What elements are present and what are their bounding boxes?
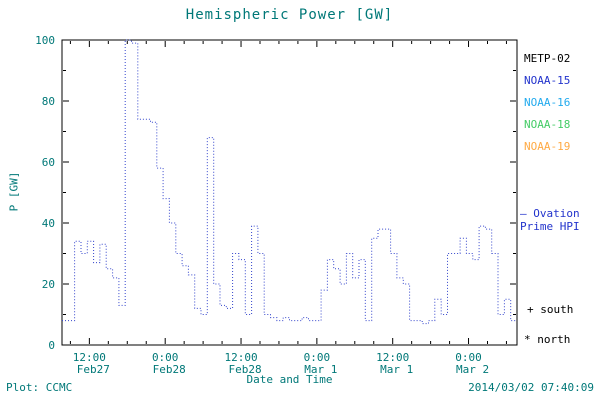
x-tick-time: 0:00: [304, 351, 331, 364]
x-tick-time: 12:00: [376, 351, 409, 364]
legend-satellites: METP-02 NOAA-15 NOAA-16 NOAA-18 NOAA-19: [524, 48, 570, 158]
hpi-step-line: [62, 39, 517, 325]
x-tick-date: Mar 2: [456, 363, 489, 376]
x-tick-date: Mar 1: [304, 363, 337, 376]
timestamp: 2014/03/02 07:40:09: [468, 381, 594, 394]
legend-item-noaa-16: NOAA-16: [524, 96, 571, 109]
y-tick-label: 20: [42, 278, 55, 291]
x-tick-time: 0:00: [455, 351, 482, 364]
legend-south-marker: + south: [527, 303, 574, 316]
plot-frame: [61, 39, 518, 346]
legend-item-noaa-15: NOAA-15: [524, 74, 571, 87]
y-tick-label: 80: [42, 95, 55, 108]
x-tick-date: Mar 1: [380, 363, 413, 376]
y-tick-label: 60: [42, 156, 55, 169]
x-tick-date: Feb27: [77, 363, 110, 376]
y-tick-label: 100: [35, 34, 55, 47]
legend-north-marker: * north: [524, 333, 571, 346]
legend-item-noaa-18: NOAA-18: [524, 118, 571, 131]
legend-item-metp-02: METP-02: [524, 52, 571, 65]
y-tick-label: 40: [42, 217, 55, 230]
x-tick-date: Feb28: [228, 363, 261, 376]
x-tick-time: 12:00: [73, 351, 106, 364]
x-axis-label: Date and Time: [246, 373, 333, 386]
ovation-label-line2: Prime HPI: [520, 220, 580, 233]
legend-item-noaa-19: NOAA-19: [524, 140, 571, 153]
x-tick-time: 0:00: [152, 351, 179, 364]
chart-title: Hemispheric Power [GW]: [185, 7, 394, 23]
y-tick-label: 0: [48, 339, 55, 352]
x-tick-time: 12:00: [224, 351, 257, 364]
ovation-label-line1: – Ovation: [520, 207, 580, 220]
plot-source: Plot: CCMC: [6, 381, 73, 394]
x-tick-date: Feb28: [153, 363, 186, 376]
legend-ovation-prime-hpi: – Ovation Prime HPI: [520, 207, 580, 233]
